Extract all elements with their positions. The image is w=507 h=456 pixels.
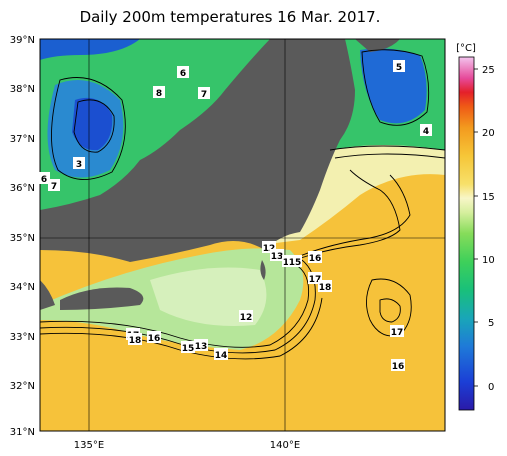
contour-label: 8 [153,86,165,99]
svg-text:12: 12 [240,313,253,323]
contour-label: 12 [239,310,253,323]
contour-label: 14 [214,348,228,361]
land-shikoku [60,287,144,310]
contour-label: 16 [308,251,322,264]
contour-label: 5 [393,60,405,73]
lon-axis: 135°E 140°E [74,440,300,451]
svg-text:17: 17 [391,328,404,338]
map-area [40,39,445,431]
contour-label: 15 [181,341,195,354]
svg-text:12: 12 [263,244,276,254]
svg-text:16: 16 [309,254,322,264]
contour-label: 6 [38,172,50,185]
svg-text:8: 8 [156,89,162,99]
svg-text:4: 4 [423,127,429,137]
land-hokkaido-tip [355,39,400,52]
colorbar: [°C] 25 20 15 10 5 0 [456,43,495,411]
lat-label: 34°N [10,282,35,293]
colorbar-tick: 5 [488,318,494,329]
svg-text:5: 5 [396,63,402,73]
svg-text:16: 16 [392,362,405,372]
svg-text:7: 7 [51,182,57,192]
svg-text:17: 17 [309,275,322,285]
svg-text:13: 13 [195,342,208,352]
cold-north-east [360,48,427,124]
contour-label: 6 [177,66,189,79]
lat-label: 31°N [10,427,35,438]
colorbar-tick: 20 [482,128,495,139]
svg-text:15: 15 [182,344,195,354]
contour-label: 18 [318,280,332,293]
colorbar-tick: 15 [482,192,495,203]
svg-text:16: 16 [148,334,161,344]
map-frame [39,38,446,432]
land-kyushu [40,280,55,310]
colorbar-unit: [°C] [456,43,476,54]
svg-text:6: 6 [180,69,186,79]
contour-label: 18 [128,333,142,346]
svg-text:18: 18 [319,283,332,293]
contour-label: 3 [73,157,85,170]
land-izu [260,260,266,280]
cold-core-west [72,97,113,151]
colorbar-tick: 10 [482,255,495,266]
colorbar-tick: 25 [482,65,495,76]
contour-label: 13 [270,249,284,262]
coastal-core [150,267,267,326]
svg-text:7: 7 [201,90,207,100]
lat-label: 36°N [10,183,35,194]
contour-label: 13 [194,339,208,352]
map-title: Daily 200m temperatures 16 Mar. 2017. [79,8,381,26]
svg-text:14: 14 [215,351,228,361]
svg-text:18: 18 [129,336,142,346]
contour-value-labels: 6 8 7 3 6 7 5 4 12 13 14 15 16 17 18 12 … [38,60,432,372]
lon-label: 135°E [74,440,104,451]
contour-label: 4 [420,124,432,137]
svg-text:15: 15 [289,258,302,268]
land-honshu [40,39,355,262]
cold-north-west [40,39,140,60]
colorbar-tick: 0 [488,382,494,393]
svg-text:13: 13 [271,252,284,262]
contour-label: 15 [288,255,302,268]
contour-label: 7 [48,179,60,192]
lat-label: 39°N [10,35,35,46]
contour-label: 7 [198,87,210,100]
svg-text:3: 3 [76,160,82,170]
lat-label: 35°N [10,233,35,244]
lat-label: 33°N [10,332,35,343]
lat-axis: 39°N 38°N 37°N 36°N 35°N 34°N 33°N 32°N … [10,35,35,438]
contour-label: 17 [390,325,404,338]
lat-label: 37°N [10,134,35,145]
graticule [40,39,445,431]
colorbar-gradient [458,56,475,411]
lon-label: 140°E [270,440,300,451]
svg-text:6: 6 [41,175,47,185]
lat-label: 32°N [10,381,35,392]
lat-label: 38°N [10,84,35,95]
contour-label: 16 [391,359,405,372]
contour-label: 16 [147,331,161,344]
